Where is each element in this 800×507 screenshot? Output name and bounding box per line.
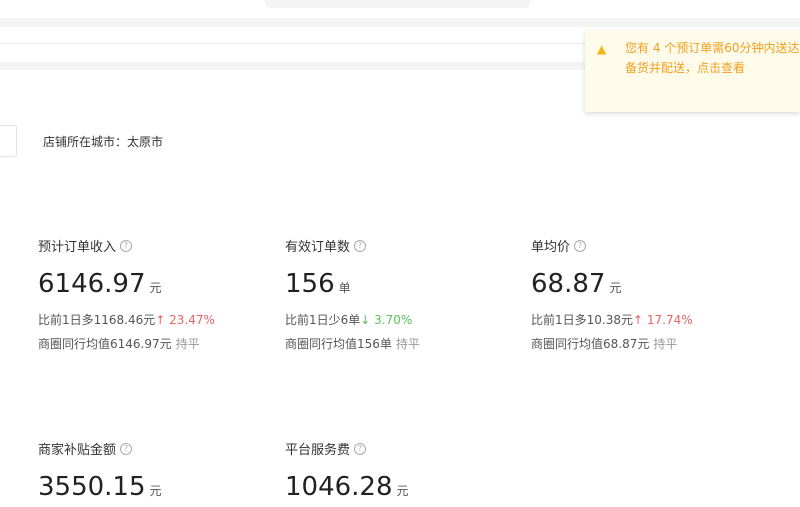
- metric-value: 3550.15: [38, 472, 146, 502]
- megaphone-icon: ▲: [597, 42, 607, 56]
- metric-title: 商家补贴金额: [38, 443, 117, 458]
- metric-value: 156: [285, 269, 335, 299]
- notice-line-2: 备货并配送，点击查看: [625, 61, 746, 75]
- divider: [0, 43, 800, 44]
- metric-unit: 元: [396, 484, 409, 498]
- metric-value: 6146.97: [38, 269, 146, 299]
- metric-unit: 元: [149, 484, 162, 498]
- help-icon[interactable]: ?: [354, 442, 367, 455]
- divider-band: [0, 18, 800, 27]
- metric-compare: 比前1日多10.38元: [531, 313, 633, 327]
- help-icon[interactable]: ?: [120, 239, 133, 252]
- metric-card-avg-price: 单均价? 68.87 元 比前1日多10.38元↑ 17.74% 商圈同行均值68…: [531, 236, 761, 352]
- avg-status: 持平: [653, 337, 678, 351]
- metric-pct: 3.70%: [374, 313, 413, 327]
- metric-unit: 元: [149, 281, 162, 295]
- avg-status: 持平: [395, 337, 420, 351]
- metric-unit: 元: [609, 281, 622, 295]
- arrow-up-icon: ↑: [155, 313, 166, 327]
- store-city: 店铺所在城市：太原市: [43, 135, 164, 149]
- metric-pct: 17.74%: [646, 313, 693, 327]
- metric-title: 平台服务费: [285, 443, 351, 458]
- metric-unit: 单: [338, 281, 351, 295]
- metric-title: 预计订单收入: [38, 240, 117, 255]
- metric-card-service-fee: 平台服务费? 1046.28 元: [285, 439, 515, 502]
- metric-compare: 比前1日少6单: [285, 313, 361, 327]
- metric-value: 68.87: [531, 269, 606, 299]
- preorder-notice[interactable]: ▲ 您有 4 个预订单需60分钟内送达 备货并配送，点击查看: [585, 30, 800, 112]
- metric-value: 1046.28: [285, 472, 393, 502]
- help-icon[interactable]: ?: [574, 239, 587, 252]
- metric-title: 单均价: [531, 240, 571, 255]
- metric-pct: 23.47%: [169, 313, 215, 327]
- help-icon[interactable]: ?: [120, 442, 133, 455]
- arrow-up-icon: ↑: [633, 313, 644, 327]
- top-bar: [0, 0, 800, 18]
- divider-band: [0, 62, 800, 70]
- top-tab-shade: [265, 0, 530, 8]
- date-select[interactable]: [0, 125, 17, 157]
- metric-avg: 商圈同行均值68.87元: [531, 337, 650, 351]
- metric-avg: 商圈同行均值156单: [285, 337, 392, 351]
- metric-card-orders: 有效订单数? 156 单 比前1日少6单↓ 3.70% 商圈同行均值156单 持平: [285, 236, 515, 352]
- metric-card-income: 预计订单收入? 6146.97 元 比前1日多1168.46元↑ 23.47% 商…: [38, 236, 268, 352]
- help-icon[interactable]: ?: [354, 239, 367, 252]
- avg-status: 持平: [175, 337, 200, 351]
- notice-line-1: 您有 4 个预订单需60分钟内送达: [625, 41, 800, 55]
- metric-title: 有效订单数: [285, 240, 351, 255]
- metric-card-subsidy: 商家补贴金额? 3550.15 元: [38, 439, 268, 502]
- metric-avg: 商圈同行均值6146.97元: [38, 337, 172, 351]
- metric-compare: 比前1日多1168.46元: [38, 313, 156, 327]
- arrow-down-icon: ↓: [360, 313, 371, 327]
